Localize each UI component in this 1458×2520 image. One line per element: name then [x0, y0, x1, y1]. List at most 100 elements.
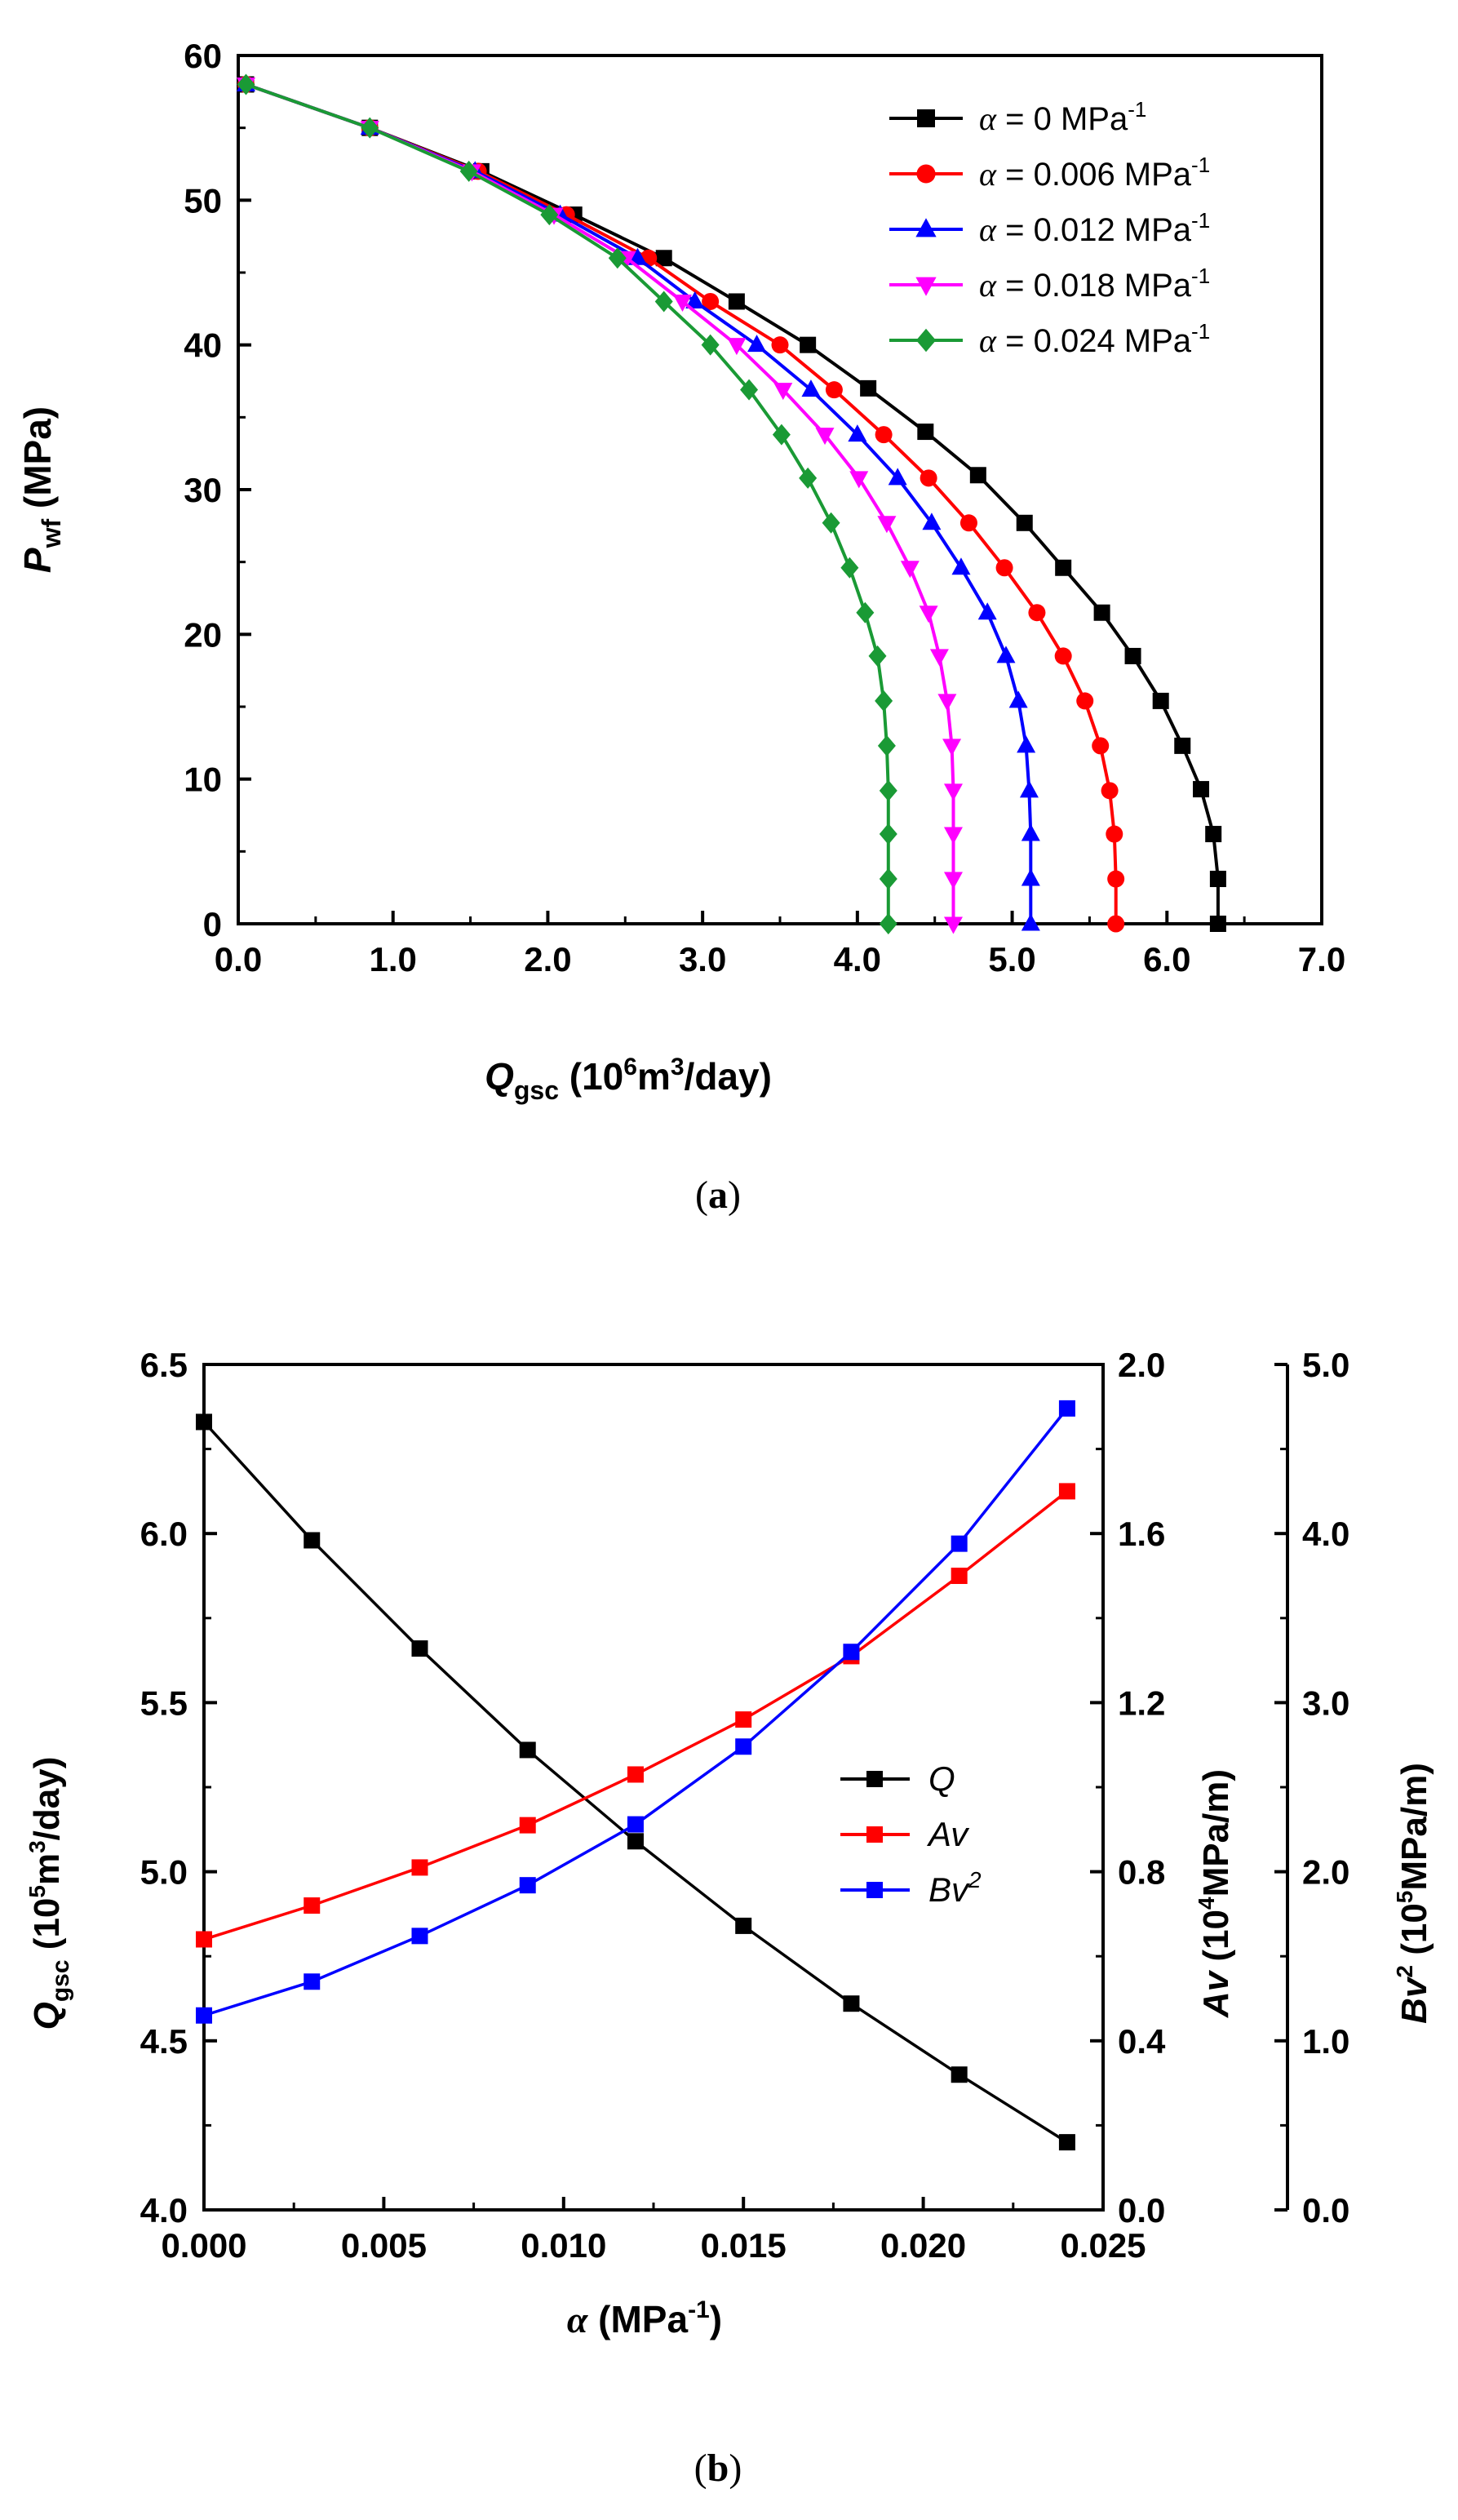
panel-b-axes: 4.04.55.05.56.06.50.00.40.81.21.62.00.01…	[140, 1346, 1350, 2265]
panel-a-data-point	[943, 872, 963, 890]
panel-a-data-point	[799, 467, 818, 489]
panel-b-legend: Q Av Bv2	[840, 1759, 982, 1909]
panel-b-data-point	[304, 1897, 321, 1914]
panel-b-bv2-axis-title: Bv2 (105MPa/m)	[1392, 1763, 1434, 2024]
panel-b-left-tick-label: 5.0	[140, 1853, 188, 1892]
panel-a-data-point	[1028, 604, 1046, 622]
panel-a-y-tick-label: 60	[184, 37, 222, 75]
panel-b-data-point	[1058, 1483, 1075, 1500]
panel-b-data-point	[843, 1995, 860, 2012]
panel-a-x-tick-label: 7.0	[1298, 940, 1345, 978]
panel-b-data-point	[735, 1917, 752, 1934]
panel-a-series-line	[245, 82, 1033, 924]
panel-a-y-tick-label: 20	[184, 615, 222, 654]
legend-alpha: α	[979, 267, 997, 304]
panel-a-x-tick-label: 5.0	[988, 940, 1035, 978]
legend-sup: -1	[1191, 208, 1210, 233]
panel-a-data-point	[856, 601, 875, 623]
panel-a-data-point	[942, 739, 962, 756]
panel-a-data-point	[879, 913, 897, 934]
panel-b-data-point	[411, 1640, 428, 1657]
panel-b-x-tick-label: 0.000	[161, 2226, 246, 2265]
panel-a-data-point	[977, 602, 997, 620]
panel-a-data-point	[929, 649, 949, 667]
panel-a-series-line	[245, 82, 1118, 924]
panel-b-left-axis-title: Qgsc (105m3/day)	[24, 1757, 74, 2030]
panel-b-data-point	[627, 1816, 644, 1833]
panel-b-left-tick-label: 6.0	[140, 1515, 188, 1553]
panel-b-x-tick-label: 0.010	[521, 2226, 606, 2265]
panel-a-data-point	[848, 424, 867, 442]
panel-a-x-ticks: 0.0 1.0 2.0 3.0 4.0 5.0 6.0 7.0	[215, 911, 1345, 978]
panel-b-left-tick-label: 5.5	[140, 1684, 188, 1722]
panel-a-caption: (a)	[695, 1173, 741, 1217]
panel-a-data-point	[920, 469, 937, 487]
legend-value: = 0.018 MPa	[996, 268, 1192, 304]
panel-a-data-point	[815, 428, 835, 446]
panel-b-x-tick-label: 0.015	[701, 2226, 787, 2265]
panel-b-x-tick-label: 0.025	[1060, 2226, 1146, 2265]
panel-a-data-point	[877, 734, 896, 756]
legend-label: Q	[928, 1759, 955, 1798]
panel-a-y-ticks: 0 10 20 30 40 50 60	[184, 37, 251, 943]
panel-a-series	[236, 73, 1226, 934]
panel-a-data-point	[627, 247, 647, 265]
panel-a-data-point	[1124, 647, 1141, 664]
legend-label: α = 0.024 MPa-1	[979, 319, 1210, 359]
legend-label: Av	[926, 1815, 970, 1853]
panel-b-av-tick-label: 0.0	[1118, 2191, 1165, 2229]
panel-a-data-point	[1152, 692, 1169, 709]
panel-a-data-point	[1106, 825, 1123, 843]
panel-b-bv2-tick-label: 5.0	[1302, 1346, 1349, 1384]
panel-a-data-point	[900, 561, 920, 579]
panel-a-data-point	[877, 516, 897, 534]
panel-a-data-point	[728, 293, 745, 310]
panel-b-bv2-tick-label: 2.0	[1302, 1853, 1349, 1892]
panel-b-data-point	[519, 1741, 536, 1759]
panel-a-data-point	[1021, 823, 1040, 841]
legend-value: = 0.024 MPa	[996, 323, 1192, 359]
legend-name: Q	[928, 1759, 955, 1798]
panel-a-x-tick-label: 3.0	[679, 940, 726, 978]
panel-a-y-axis-title: Pwf (MPa)	[16, 406, 66, 573]
panel-b-data-point	[627, 1833, 644, 1850]
panel-a-data-point	[1101, 782, 1119, 800]
legend-alpha: α	[979, 322, 997, 359]
panel-a-data-point	[1174, 737, 1191, 754]
panel-b-av-axis-title: Av (104MPa/m)	[1194, 1769, 1236, 2018]
panel-a-data-point	[879, 823, 897, 845]
panel-a-data-point	[879, 779, 897, 801]
panel-a-data-point	[1209, 871, 1226, 888]
panel-a-data-point	[1017, 735, 1036, 753]
legend-label: α = 0.006 MPa-1	[979, 153, 1210, 193]
panel-a-data-point	[1076, 692, 1094, 710]
panel-a-data-point	[800, 336, 817, 353]
legend-sup: -1	[1191, 319, 1210, 344]
panel-a-data-point	[879, 868, 897, 890]
panel-a-data-point	[1021, 868, 1040, 886]
panel-b-bv2-tick-label: 4.0	[1302, 1515, 1349, 1553]
legend-name: Bv	[928, 1870, 971, 1909]
panel-b-series	[196, 1400, 1075, 2151]
panel-b-av-tick-label: 1.2	[1118, 1684, 1165, 1722]
panel-a-series-0	[237, 76, 1226, 932]
panel-a-data-point	[1008, 690, 1028, 708]
legend-marker	[866, 1771, 883, 1787]
panel-b-data-point	[627, 1766, 644, 1783]
panel-b-x-axis-title: α (MPa-1)	[567, 2296, 722, 2340]
panel-a-data-point	[1093, 604, 1110, 621]
panel-b-data-point	[951, 1535, 968, 1552]
panel-a-x-tick-label: 2.0	[524, 940, 571, 978]
panel-b-left-tick-label: 6.5	[140, 1346, 188, 1384]
legend-marker	[915, 218, 937, 237]
panel-a-data-point	[1021, 913, 1040, 931]
panel-b-av-tick-label: 1.6	[1118, 1515, 1165, 1553]
panel-b-data-point	[519, 1817, 536, 1834]
panel-a-data-point	[1092, 737, 1110, 755]
panel-b-av-tick-label: 2.0	[1118, 1346, 1165, 1384]
panel-b-data-point	[411, 1859, 428, 1876]
panel-b-x-tick-label: 0.020	[880, 2226, 966, 2265]
panel-b-data-point	[196, 1413, 212, 1431]
panel-a-data-point	[772, 424, 791, 446]
